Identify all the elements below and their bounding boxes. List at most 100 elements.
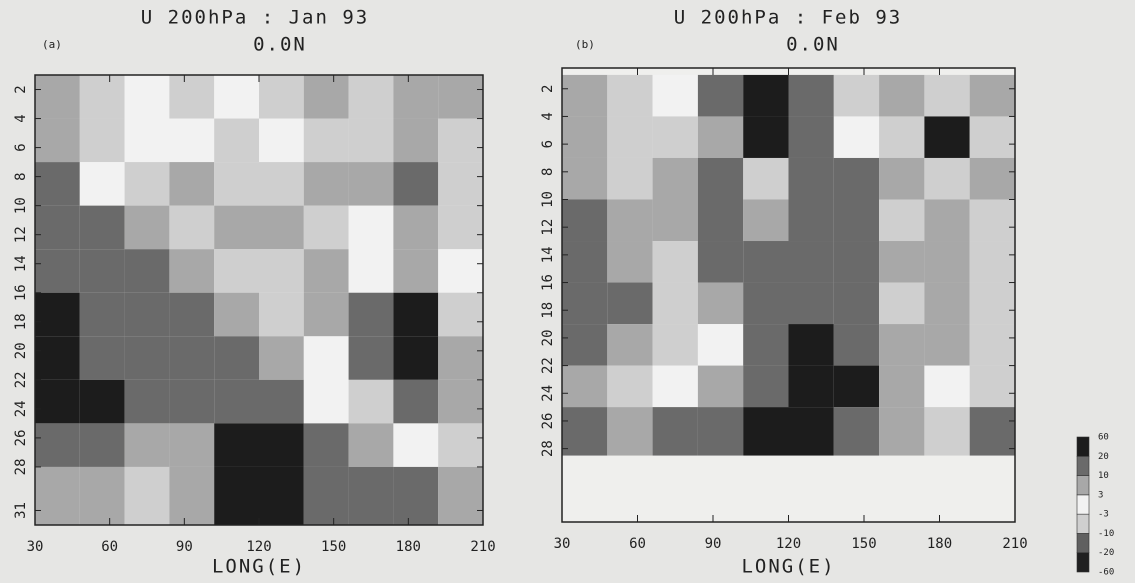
heat-cell [214, 423, 259, 467]
heat-cell [697, 241, 744, 283]
heat-cell [348, 75, 394, 119]
heat-cell [788, 199, 834, 242]
x-tick-label: 90 [176, 539, 193, 555]
heat-cell [969, 116, 1015, 158]
heat-cell [393, 205, 439, 250]
y-tick-label: 26 [13, 429, 29, 446]
y-tick-label: 22 [540, 357, 556, 374]
colorbar-swatch [1076, 494, 1090, 515]
heat-cell [697, 365, 744, 408]
panel-label: (b) [575, 38, 595, 51]
heat-cell [124, 379, 170, 424]
heat-cell [393, 423, 439, 467]
heat-cell [169, 249, 215, 293]
heat-cell [743, 324, 789, 366]
x-axis-label: LONG(E) [212, 556, 306, 578]
heat-cell [924, 199, 970, 242]
colorbar-label: 3 [1098, 490, 1103, 500]
y-tick-label: 14 [540, 246, 556, 263]
heat-cell [879, 407, 925, 456]
heat-cell [214, 205, 259, 250]
heat-cell [259, 379, 304, 424]
colorbar-label: 10 [1098, 471, 1109, 481]
chart-title: U 200hPa : Feb 93 [674, 7, 902, 29]
heat-cell [924, 324, 970, 366]
y-tick-label: 24 [13, 400, 29, 417]
y-tick-label: 31 [13, 502, 29, 519]
colorbar-swatch [1076, 455, 1090, 476]
heat-cell [607, 241, 653, 283]
heat-cell [743, 157, 789, 200]
heat-cell [743, 365, 789, 408]
heat-cell [697, 324, 744, 366]
heat-cell [259, 118, 304, 163]
heat-cell [438, 466, 483, 525]
heat-cell [348, 379, 394, 424]
y-tick-label: 4 [13, 114, 29, 122]
heat-cell [348, 292, 394, 337]
heat-cell [303, 205, 349, 250]
heat-cell [393, 249, 439, 293]
heat-cell [79, 205, 125, 250]
x-tick-label: 30 [554, 536, 571, 552]
heat-cell [879, 241, 925, 283]
heat-cell [35, 336, 80, 380]
heat-cell [169, 162, 215, 206]
heat-cell [393, 336, 439, 380]
heat-cell [259, 423, 304, 467]
heat-cell [214, 336, 259, 380]
heat-cell [833, 324, 880, 366]
heat-cell [214, 75, 259, 119]
heat-cell [348, 336, 394, 380]
heat-cell [697, 74, 744, 117]
chart-title: U 200hPa : Jan 93 [141, 7, 369, 29]
heat-cell [924, 407, 970, 456]
heat-cell [652, 157, 698, 200]
heat-cell [652, 324, 698, 366]
heat-cell [969, 199, 1015, 242]
heat-cell [879, 282, 925, 325]
heat-cell [438, 249, 483, 293]
heat-cell [879, 116, 925, 158]
y-tick-label: 20 [13, 342, 29, 359]
heat-cell [833, 282, 880, 325]
y-tick-label: 20 [540, 329, 556, 346]
heat-cell [303, 162, 349, 206]
heat-cell [969, 157, 1015, 200]
heat-cell [348, 466, 394, 525]
heat-cell [438, 205, 483, 250]
heat-cell [833, 157, 880, 200]
heat-cell [833, 74, 880, 117]
heat-cell [969, 241, 1015, 283]
heat-cell [303, 466, 349, 525]
heat-cell [562, 116, 608, 158]
heat-cell [303, 75, 349, 119]
heat-cell [259, 162, 304, 206]
heat-cell [259, 249, 304, 293]
heat-cell [879, 157, 925, 200]
heat-cell [79, 423, 125, 467]
heat-cell [348, 118, 394, 163]
heat-cell [924, 74, 970, 117]
heat-cell [788, 282, 834, 325]
heat-cell [438, 162, 483, 206]
heat-cell [303, 423, 349, 467]
heat-cell [924, 116, 970, 158]
y-tick-label: 28 [13, 459, 29, 476]
heat-cell [607, 199, 653, 242]
heat-cell [35, 205, 80, 250]
heat-cell [607, 282, 653, 325]
heat-cell [259, 292, 304, 337]
y-tick-label: 12 [13, 226, 29, 243]
heat-cell [438, 336, 483, 380]
heat-cell [969, 282, 1015, 325]
heat-cell [35, 292, 80, 337]
heat-cell [124, 75, 170, 119]
heat-cell [607, 157, 653, 200]
heat-cell [79, 292, 125, 337]
heat-cell [259, 205, 304, 250]
heat-cell [438, 292, 483, 337]
heat-cell [743, 74, 789, 117]
heat-cell [879, 74, 925, 117]
y-tick-label: 6 [13, 143, 29, 151]
